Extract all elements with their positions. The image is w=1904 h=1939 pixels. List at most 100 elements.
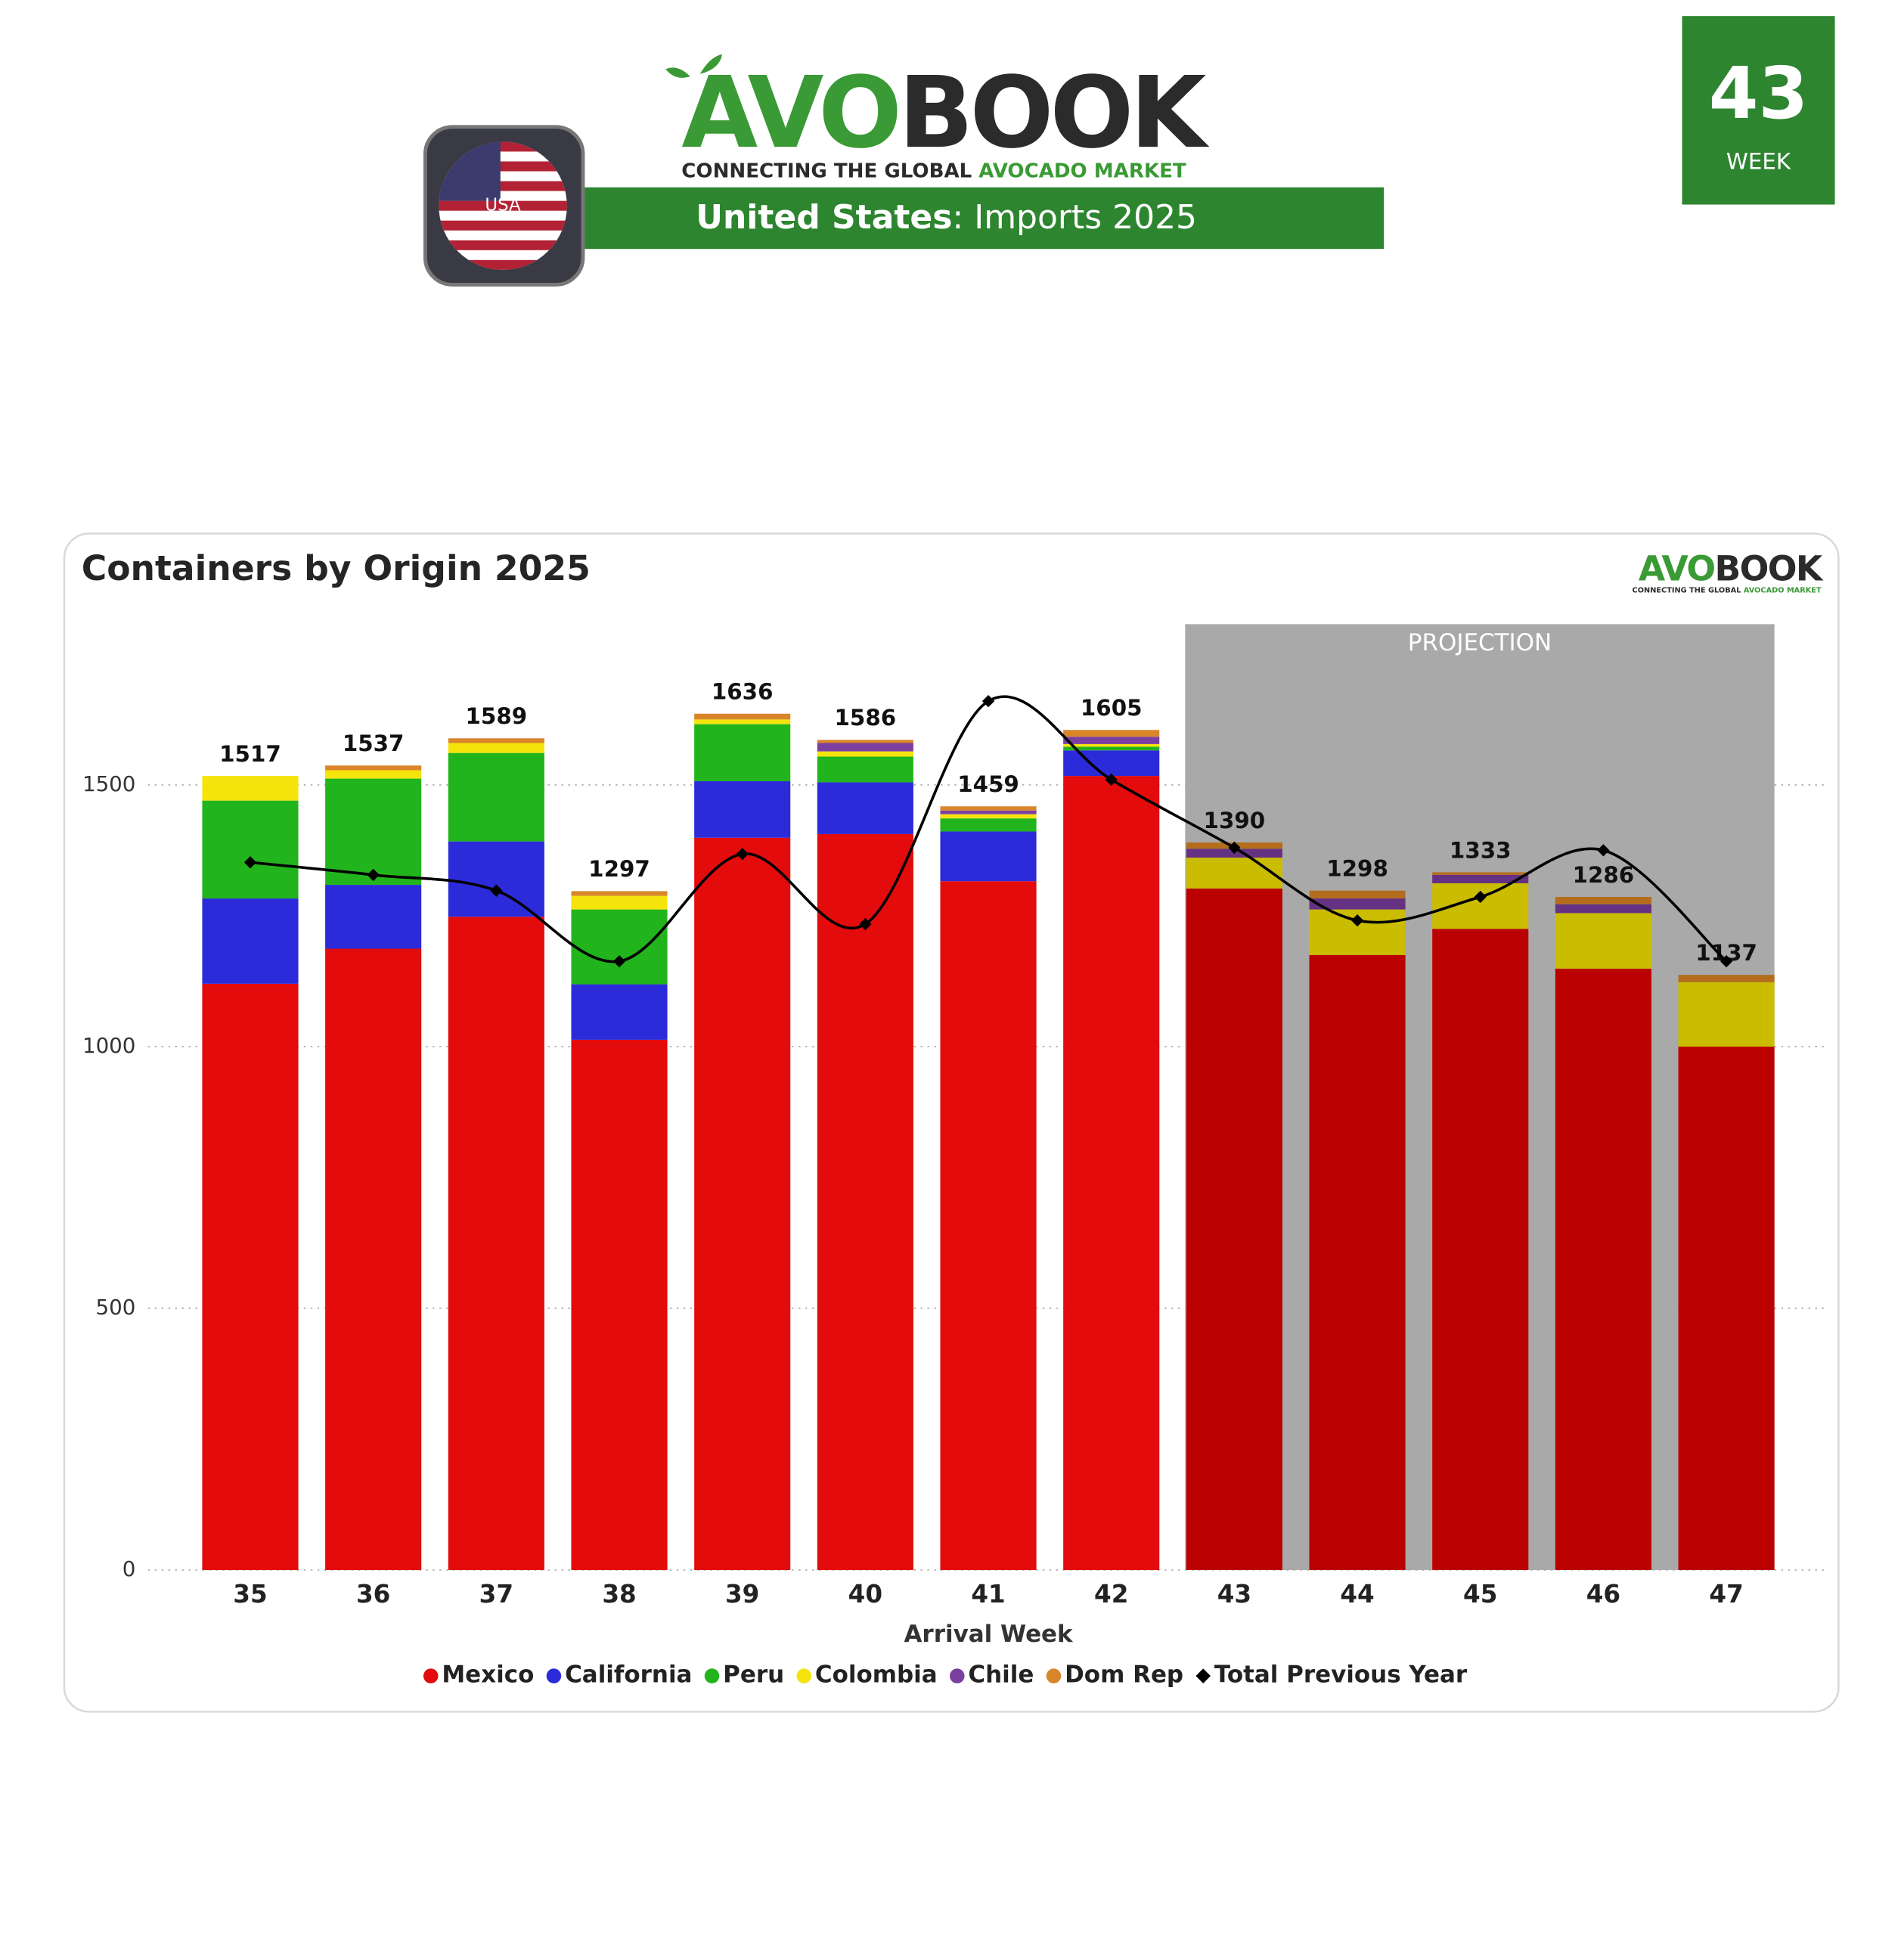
legend-label: California — [565, 1661, 692, 1689]
tagline-start: CONNECTING THE GLOBAL — [1633, 587, 1744, 595]
bar-segment — [448, 752, 544, 842]
bar-segment — [817, 833, 913, 1571]
legend-item: Mexico — [423, 1661, 534, 1689]
bar-segment — [448, 743, 544, 753]
subtitle-rest: : Imports 2025 — [952, 198, 1197, 237]
y-tick-label: 1000 — [82, 1033, 135, 1058]
subtitle-banner — [579, 187, 1385, 250]
bar-stack — [694, 713, 791, 1571]
line-marker — [243, 856, 257, 869]
bar-segment — [1186, 858, 1282, 889]
bar-stack — [817, 740, 913, 1571]
bar-segment — [1555, 968, 1651, 1571]
bar-segment — [1309, 954, 1406, 1571]
y-tick-label: 1500 — [82, 771, 135, 796]
bar-segment — [1309, 890, 1406, 899]
bar-stack — [1309, 890, 1406, 1571]
x-tick-label: 46 — [1586, 1580, 1620, 1609]
bar-segment — [1063, 743, 1160, 747]
week-box — [1682, 16, 1835, 205]
tagline-start: CONNECTING THE GLOBAL — [681, 160, 978, 182]
bar-stack — [202, 776, 299, 1571]
bar-segment — [817, 782, 913, 834]
bar-segment — [1432, 929, 1529, 1571]
x-tick-label: 38 — [602, 1580, 636, 1609]
bar-segment — [1678, 982, 1775, 1047]
legend-item: Chile — [949, 1661, 1034, 1689]
bar-segment — [202, 800, 299, 899]
header: AVOBOOK CONNECTING THE GLOBAL AVOCADO MA… — [423, 16, 1835, 287]
bar-segment — [694, 837, 791, 1571]
legend-item: Total Previous Year — [1195, 1661, 1468, 1689]
legend-marker — [704, 1668, 720, 1683]
total-label: 1636 — [712, 679, 774, 705]
bar-segment — [940, 881, 1037, 1571]
plot: PROJECTION 0 500 1000 1500 1517 35 1537 36 1589 37… — [82, 624, 1824, 1609]
legend-marker — [546, 1668, 562, 1683]
legend-marker — [1195, 1668, 1211, 1683]
logo-green: AVO — [1639, 548, 1715, 588]
bar-segment — [448, 841, 544, 917]
bar-segment — [571, 984, 668, 1040]
bar-segment — [817, 740, 913, 743]
bar-segment — [325, 885, 422, 949]
y-tick-label: 0 — [122, 1556, 136, 1581]
flag-label: USA — [485, 196, 521, 216]
bar-stack — [448, 738, 544, 1571]
bar-stack — [1432, 872, 1529, 1571]
bar-segment — [448, 738, 544, 743]
bar-segment — [1063, 750, 1160, 777]
bar-segment — [1063, 746, 1160, 751]
bar-stack — [1063, 730, 1160, 1571]
bar-segment — [202, 898, 299, 984]
logo: AVOBOOK — [681, 55, 1209, 170]
bar-segment — [940, 810, 1037, 814]
bar-stack — [571, 891, 668, 1571]
legend-item: Colombia — [796, 1661, 938, 1689]
legend-label: Dom Rep — [1065, 1661, 1183, 1689]
bar-segment — [940, 818, 1037, 832]
bar-segment — [1063, 776, 1160, 1571]
legend-item: Peru — [704, 1661, 784, 1689]
bar-stack — [325, 765, 422, 1571]
line-marker — [981, 694, 995, 708]
total-label: 1297 — [588, 856, 650, 882]
legend: Mexico California Peru Colombia Chile Dom Rep… — [423, 1661, 1468, 1689]
bar-segment — [940, 831, 1037, 882]
bar-segment — [325, 948, 422, 1571]
legend-label: Chile — [968, 1661, 1034, 1689]
legend-item: Dom Rep — [1046, 1661, 1183, 1689]
bar-segment — [571, 895, 668, 910]
x-tick-label: 35 — [233, 1580, 267, 1609]
legend-marker — [423, 1668, 439, 1683]
bar-segment — [202, 983, 299, 1571]
line-marker — [1719, 954, 1733, 968]
bar-segment — [694, 719, 791, 724]
total-label: 1390 — [1204, 808, 1266, 833]
bar-segment — [940, 814, 1037, 819]
legend-marker — [1046, 1668, 1062, 1683]
line-marker — [859, 917, 872, 931]
x-tick-label: 43 — [1217, 1580, 1251, 1609]
line-marker — [736, 848, 749, 861]
bar-segment — [325, 765, 422, 771]
bar-segment — [325, 778, 422, 886]
tagline-end: AVOCADO MARKET — [1744, 587, 1822, 595]
total-label: 1286 — [1573, 862, 1635, 888]
x-tick-label: 44 — [1340, 1580, 1374, 1609]
legend-label: Total Previous Year — [1214, 1661, 1468, 1689]
x-tick-label: 36 — [356, 1580, 390, 1609]
bar-stack — [1186, 842, 1282, 1571]
bar-segment — [1432, 883, 1529, 929]
bar-segment — [1063, 737, 1160, 744]
bar-segment — [817, 743, 913, 752]
bar-segment — [1555, 896, 1651, 904]
bar-segment — [694, 713, 791, 720]
bar-segment — [817, 751, 913, 757]
line-marker — [490, 884, 503, 897]
bar-segment — [1186, 888, 1282, 1571]
bar-segment — [571, 891, 668, 896]
bar-segment — [1555, 904, 1651, 914]
